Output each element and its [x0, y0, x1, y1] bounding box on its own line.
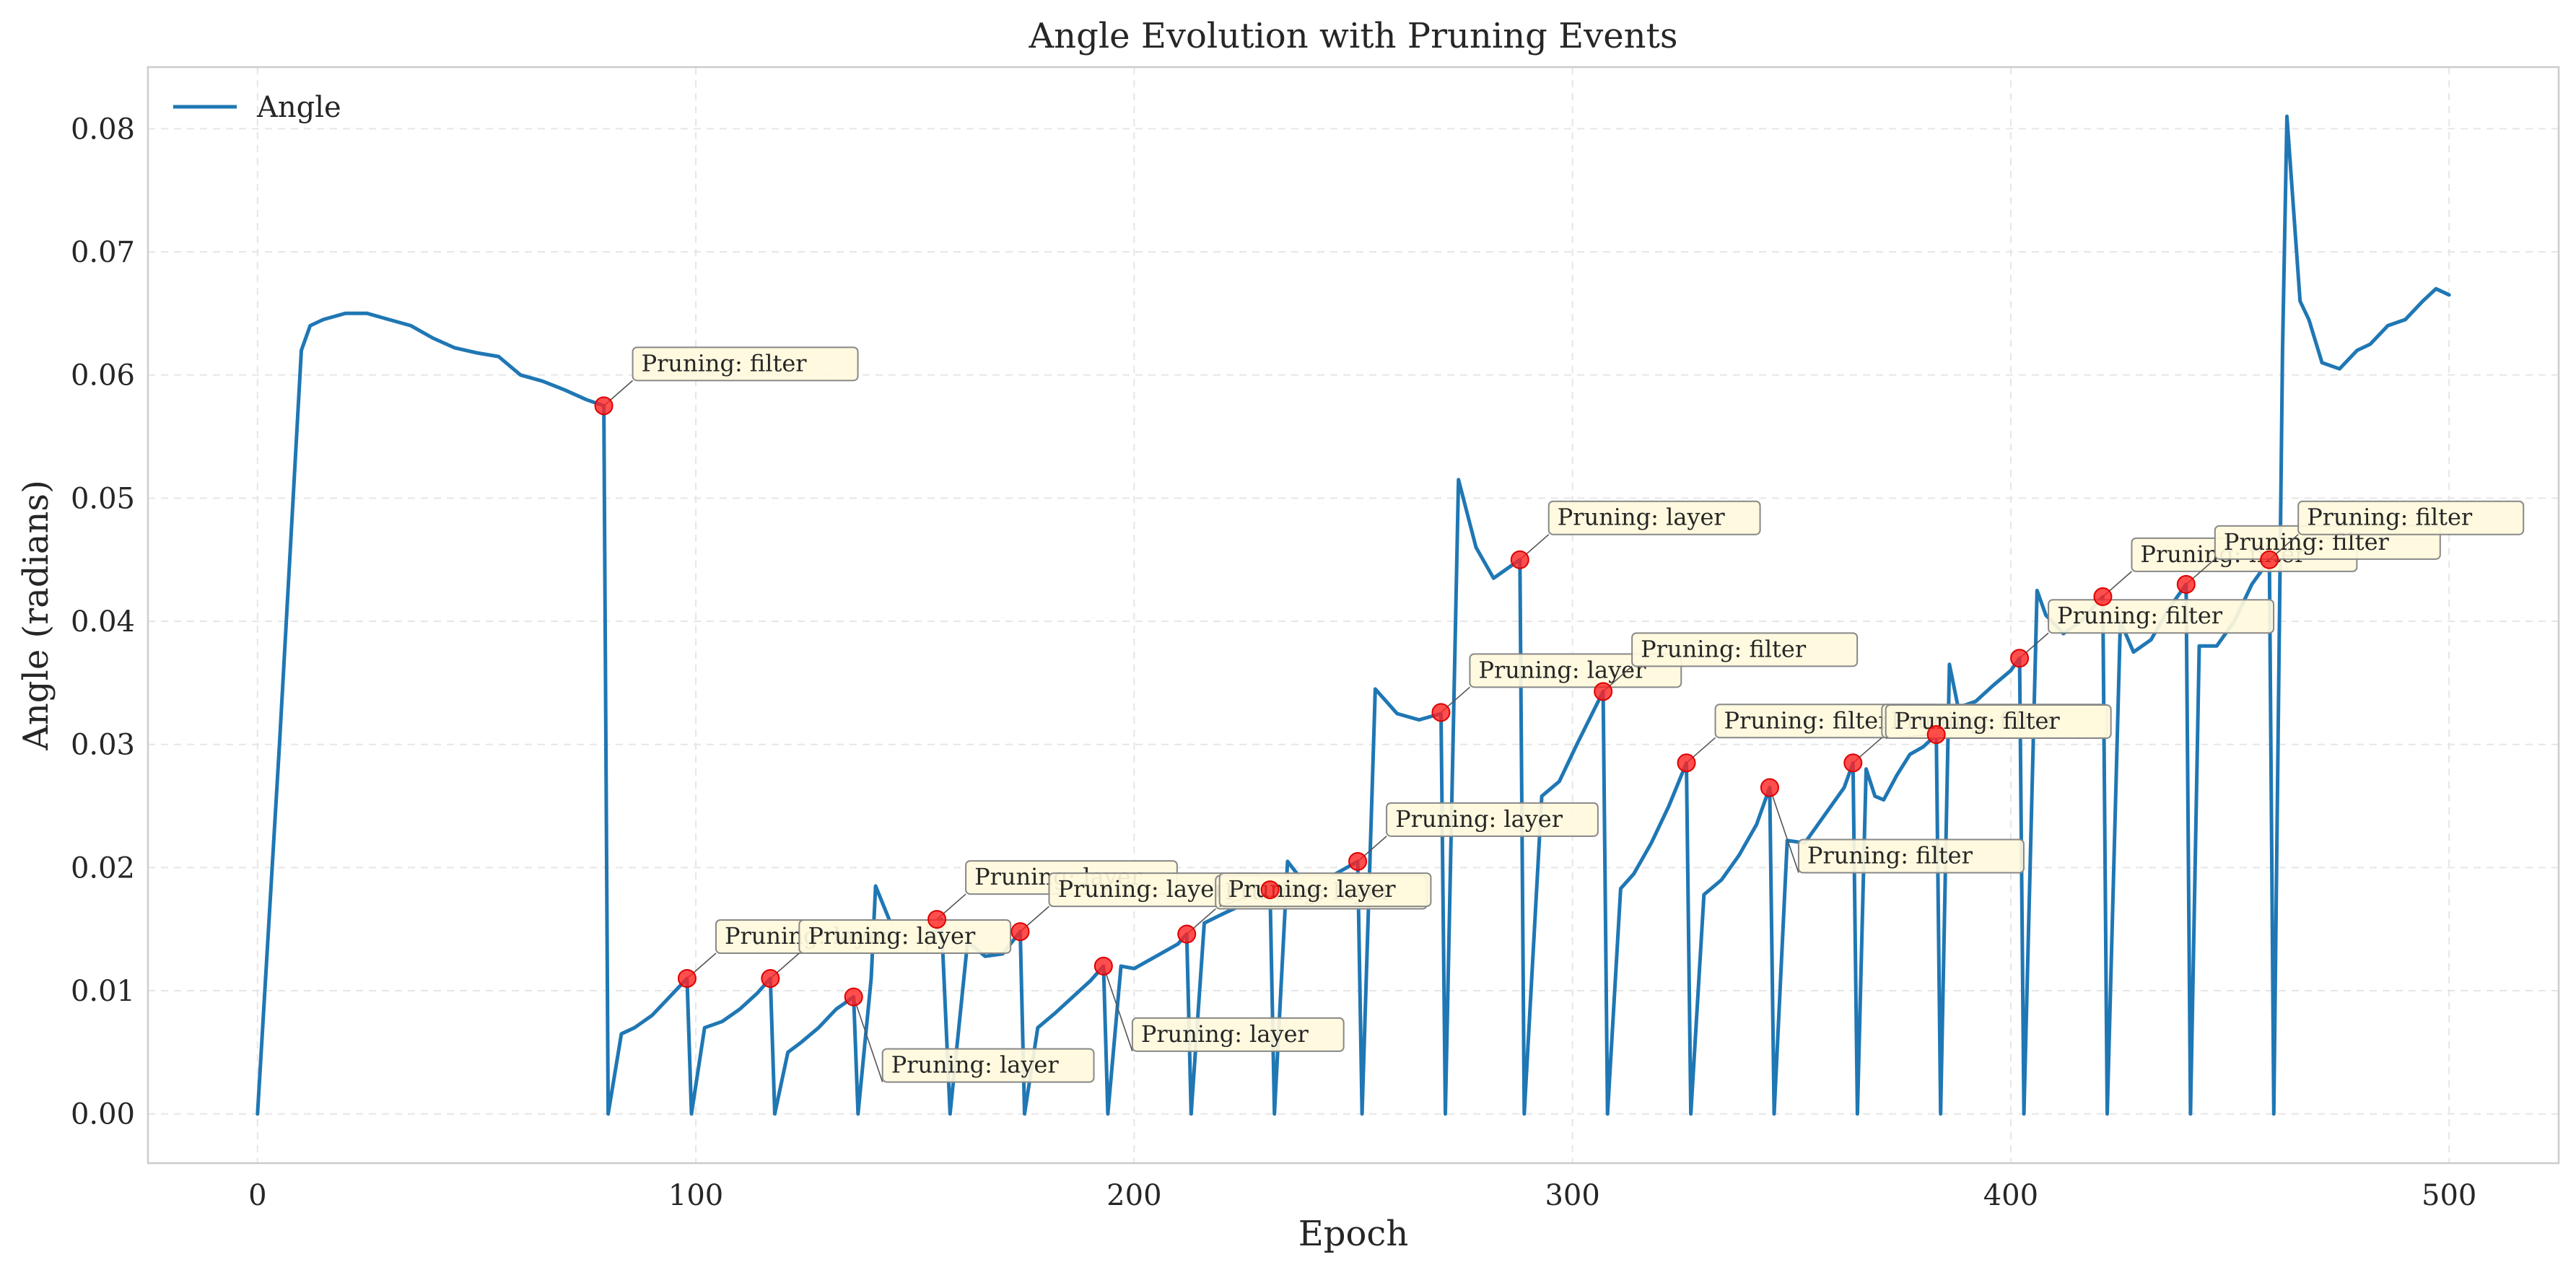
- pruning-marker: [2093, 587, 2113, 606]
- series-layer: [256, 114, 2451, 1116]
- pruning-marker: [1594, 682, 1613, 701]
- annotation-leader: [1769, 787, 1799, 873]
- x-tick-label: 100: [668, 1179, 723, 1212]
- y-tick-label: 0.03: [71, 729, 135, 762]
- annotation-box: [2297, 500, 2525, 535]
- annotation-box: [1631, 632, 1859, 667]
- plot-frame: [147, 66, 2560, 1165]
- y-tick-label: 0.06: [71, 359, 135, 393]
- annotation-box: [2048, 599, 2275, 634]
- pruning-marker: [761, 968, 780, 988]
- x-axis-label: Epoch: [1298, 1214, 1408, 1254]
- pruning-marker: [1843, 753, 1863, 773]
- annotation-label: Pruning: filter: [2057, 602, 2223, 629]
- y-tick-label: 0.01: [71, 975, 135, 1008]
- x-tick-label: 500: [2422, 1179, 2476, 1212]
- y-tick-label: 0.00: [71, 1098, 135, 1131]
- pruning-marker: [1431, 703, 1451, 722]
- pruning-marker: [1926, 725, 1946, 745]
- pruning-marker: [1093, 956, 1113, 976]
- y-tick-label: 0.07: [71, 236, 135, 269]
- annotation-label: Pruning: layer: [1141, 1020, 1309, 1048]
- grid-layer: [148, 67, 2559, 1163]
- legend: Angle: [173, 91, 341, 124]
- x-tick-label: 200: [1106, 1179, 1161, 1212]
- pruning-marker: [2010, 649, 2030, 668]
- tick-layer: 0 100 200 300 400 500 0.00 0.01 0.02 0.03 0.04 0.05…: [71, 113, 2476, 1212]
- x-tick-label: 0: [248, 1179, 266, 1212]
- x-tick-label: 400: [1983, 1179, 2038, 1212]
- y-tick-label: 0.08: [71, 113, 135, 146]
- pruning-marker: [2176, 574, 2196, 594]
- pruning-marker: [1260, 880, 1280, 900]
- pruning-marker: [1760, 778, 1779, 797]
- annotation-label: Pruning: layer: [891, 1051, 1060, 1079]
- legend-label-angle: Angle: [256, 91, 341, 124]
- y-axis-label: Angle (radians): [16, 480, 56, 751]
- annotation-label: Pruning: filter: [2307, 504, 2473, 531]
- annotation-label: Pruning: layer: [1057, 875, 1226, 903]
- annotation-leader: [852, 996, 883, 1082]
- annotation-box: [1386, 802, 1599, 837]
- chart-title: Angle Evolution with Pruning Events: [1029, 16, 1678, 56]
- pruning-marker: [927, 910, 947, 929]
- annotation-box: [1547, 500, 1761, 535]
- x-tick-label: 300: [1545, 1179, 1599, 1212]
- y-tick-label: 0.05: [71, 482, 135, 515]
- pruning-marker: [2260, 550, 2279, 569]
- annotation-label: Pruning: layer: [808, 922, 976, 950]
- annotation-label: Pruning: filter: [1895, 707, 2061, 735]
- pruning-marker: [677, 968, 697, 988]
- annotation-label: Pruning: filter: [1807, 841, 1973, 869]
- pruning-marker: [1177, 924, 1197, 944]
- pruning-marker: [1510, 550, 1529, 569]
- annotation-label: Pruning: filter: [1724, 706, 1890, 734]
- y-tick-label: 0.04: [71, 605, 135, 639]
- pruning-marker: [1010, 922, 1030, 942]
- pruning-marker: [1677, 753, 1696, 773]
- y-tick-label: 0.02: [71, 851, 135, 885]
- annotation-label: Pruning: layer: [1395, 805, 1563, 833]
- annotation-leader: [1103, 965, 1133, 1052]
- annotation-label: Pruning: layer: [1228, 875, 1397, 903]
- annotation-box: [881, 1048, 1095, 1083]
- annotation-label: Pruning: layer: [1558, 504, 1726, 531]
- annotation-box: [632, 346, 859, 382]
- pruning-marker: [594, 396, 614, 416]
- annotation-box: [1469, 653, 1682, 688]
- annotation-box: [798, 919, 1012, 954]
- pruning-marker: [1348, 851, 1368, 871]
- annotation-label: Pruning: layer: [1478, 656, 1646, 683]
- annotation-box: [1131, 1017, 1345, 1052]
- pruning-marker: [844, 987, 863, 1007]
- annotation-label: Pruning: filter: [1641, 635, 1807, 662]
- series-line-angle: [256, 114, 2451, 1116]
- annotation-box: [1797, 838, 2025, 874]
- annotation-label: Pruning: filter: [642, 349, 808, 377]
